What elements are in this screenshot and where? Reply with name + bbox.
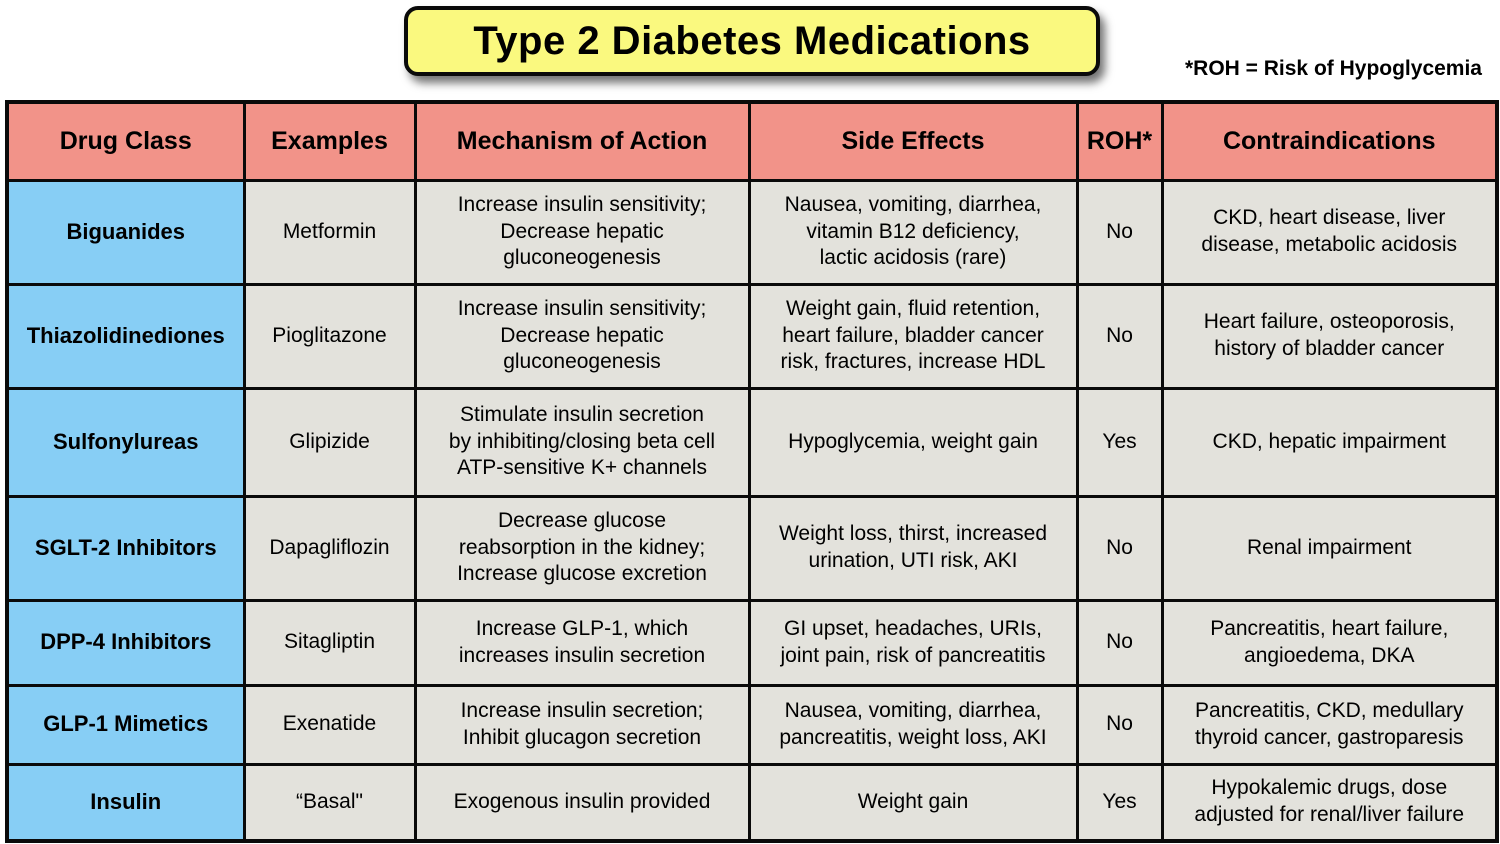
mechanism-cell: Increase GLP-1, which increases insulin …	[413, 598, 751, 687]
examples-cell: Dapagliflozin	[242, 494, 417, 602]
header-drug-class: Drug Class	[5, 100, 246, 182]
contraindications-cell: Pancreatitis, heart failure, angioedema,…	[1160, 598, 1499, 687]
table-row-biguanides: Biguanides Metformin Increase insulin se…	[5, 178, 1499, 286]
table-row-sulfonylureas: Sulfonylureas Glipizide Stimulate insuli…	[5, 386, 1499, 498]
examples-cell: Exenatide	[242, 683, 417, 766]
drug-class-cell: DPP-4 Inhibitors	[5, 598, 246, 687]
roh-cell: No	[1075, 178, 1164, 286]
table-row-thiazolidinediones: Thiazolidinediones Pioglitazone Increase…	[5, 282, 1499, 390]
examples-cell: Sitagliptin	[242, 598, 417, 687]
mechanism-cell: Exogenous insulin provided	[413, 762, 751, 843]
examples-cell: “Basal"	[242, 762, 417, 843]
contraindications-cell: CKD, heart disease, liver disease, metab…	[1160, 178, 1499, 286]
roh-cell: No	[1075, 683, 1164, 766]
roh-cell: No	[1075, 282, 1164, 390]
header-roh: ROH*	[1075, 100, 1164, 182]
mechanism-cell: Increase insulin secretion; Inhibit gluc…	[413, 683, 751, 766]
contraindications-cell: Hypokalemic drugs, dose adjusted for ren…	[1160, 762, 1499, 843]
medications-table: Drug Class Examples Mechanism of Action …	[5, 100, 1499, 843]
drug-class-cell: GLP-1 Mimetics	[5, 683, 246, 766]
page-title: Type 2 Diabetes Medications	[473, 18, 1031, 63]
examples-cell: Glipizide	[242, 386, 417, 498]
table-row-sglt2-inhibitors: SGLT-2 Inhibitors Dapagliflozin Decrease…	[5, 494, 1499, 602]
roh-cell: Yes	[1075, 386, 1164, 498]
contraindications-cell: Renal impairment	[1160, 494, 1499, 602]
header-contraindications: Contraindications	[1160, 100, 1499, 182]
header-mechanism: Mechanism of Action	[413, 100, 751, 182]
side-effects-cell: Nausea, vomiting, diarrhea, vitamin B12 …	[747, 178, 1079, 286]
drug-class-cell: Insulin	[5, 762, 246, 843]
contraindications-cell: CKD, hepatic impairment	[1160, 386, 1499, 498]
header-side-effects: Side Effects	[747, 100, 1079, 182]
drug-class-cell: Sulfonylureas	[5, 386, 246, 498]
contraindications-cell: Heart failure, osteoporosis, history of …	[1160, 282, 1499, 390]
header-row: Drug Class Examples Mechanism of Action …	[5, 100, 1499, 182]
roh-cell: Yes	[1075, 762, 1164, 843]
contraindications-cell: Pancreatitis, CKD, medullary thyroid can…	[1160, 683, 1499, 766]
table-row-glp1-mimetics: GLP-1 Mimetics Exenatide Increase insuli…	[5, 683, 1499, 766]
side-effects-cell: Weight gain, fluid retention, heart fail…	[747, 282, 1079, 390]
header-examples: Examples	[242, 100, 417, 182]
side-effects-cell: Weight loss, thirst, increased urination…	[747, 494, 1079, 602]
examples-cell: Pioglitazone	[242, 282, 417, 390]
roh-legend-note: *ROH = Risk of Hypoglycemia	[1184, 57, 1482, 80]
side-effects-cell: Hypoglycemia, weight gain	[747, 386, 1079, 498]
drug-class-cell: Thiazolidinediones	[5, 282, 246, 390]
title-banner: Type 2 Diabetes Medications	[404, 6, 1100, 76]
mechanism-cell: Stimulate insulin secretion by inhibitin…	[413, 386, 751, 498]
roh-cell: No	[1075, 598, 1164, 687]
side-effects-cell: GI upset, headaches, URIs, joint pain, r…	[747, 598, 1079, 687]
examples-cell: Metformin	[242, 178, 417, 286]
drug-class-cell: SGLT-2 Inhibitors	[5, 494, 246, 602]
mechanism-cell: Increase insulin sensitivity; Decrease h…	[413, 282, 751, 390]
side-effects-cell: Nausea, vomiting, diarrhea, pancreatitis…	[747, 683, 1079, 766]
drug-class-cell: Biguanides	[5, 178, 246, 286]
mechanism-cell: Increase insulin sensitivity; Decrease h…	[413, 178, 751, 286]
roh-cell: No	[1075, 494, 1164, 602]
table-row-insulin: Insulin “Basal" Exogenous insulin provid…	[5, 762, 1499, 843]
side-effects-cell: Weight gain	[747, 762, 1079, 843]
table-row-dpp4-inhibitors: DPP-4 Inhibitors Sitagliptin Increase GL…	[5, 598, 1499, 687]
mechanism-cell: Decrease glucose reabsorption in the kid…	[413, 494, 751, 602]
